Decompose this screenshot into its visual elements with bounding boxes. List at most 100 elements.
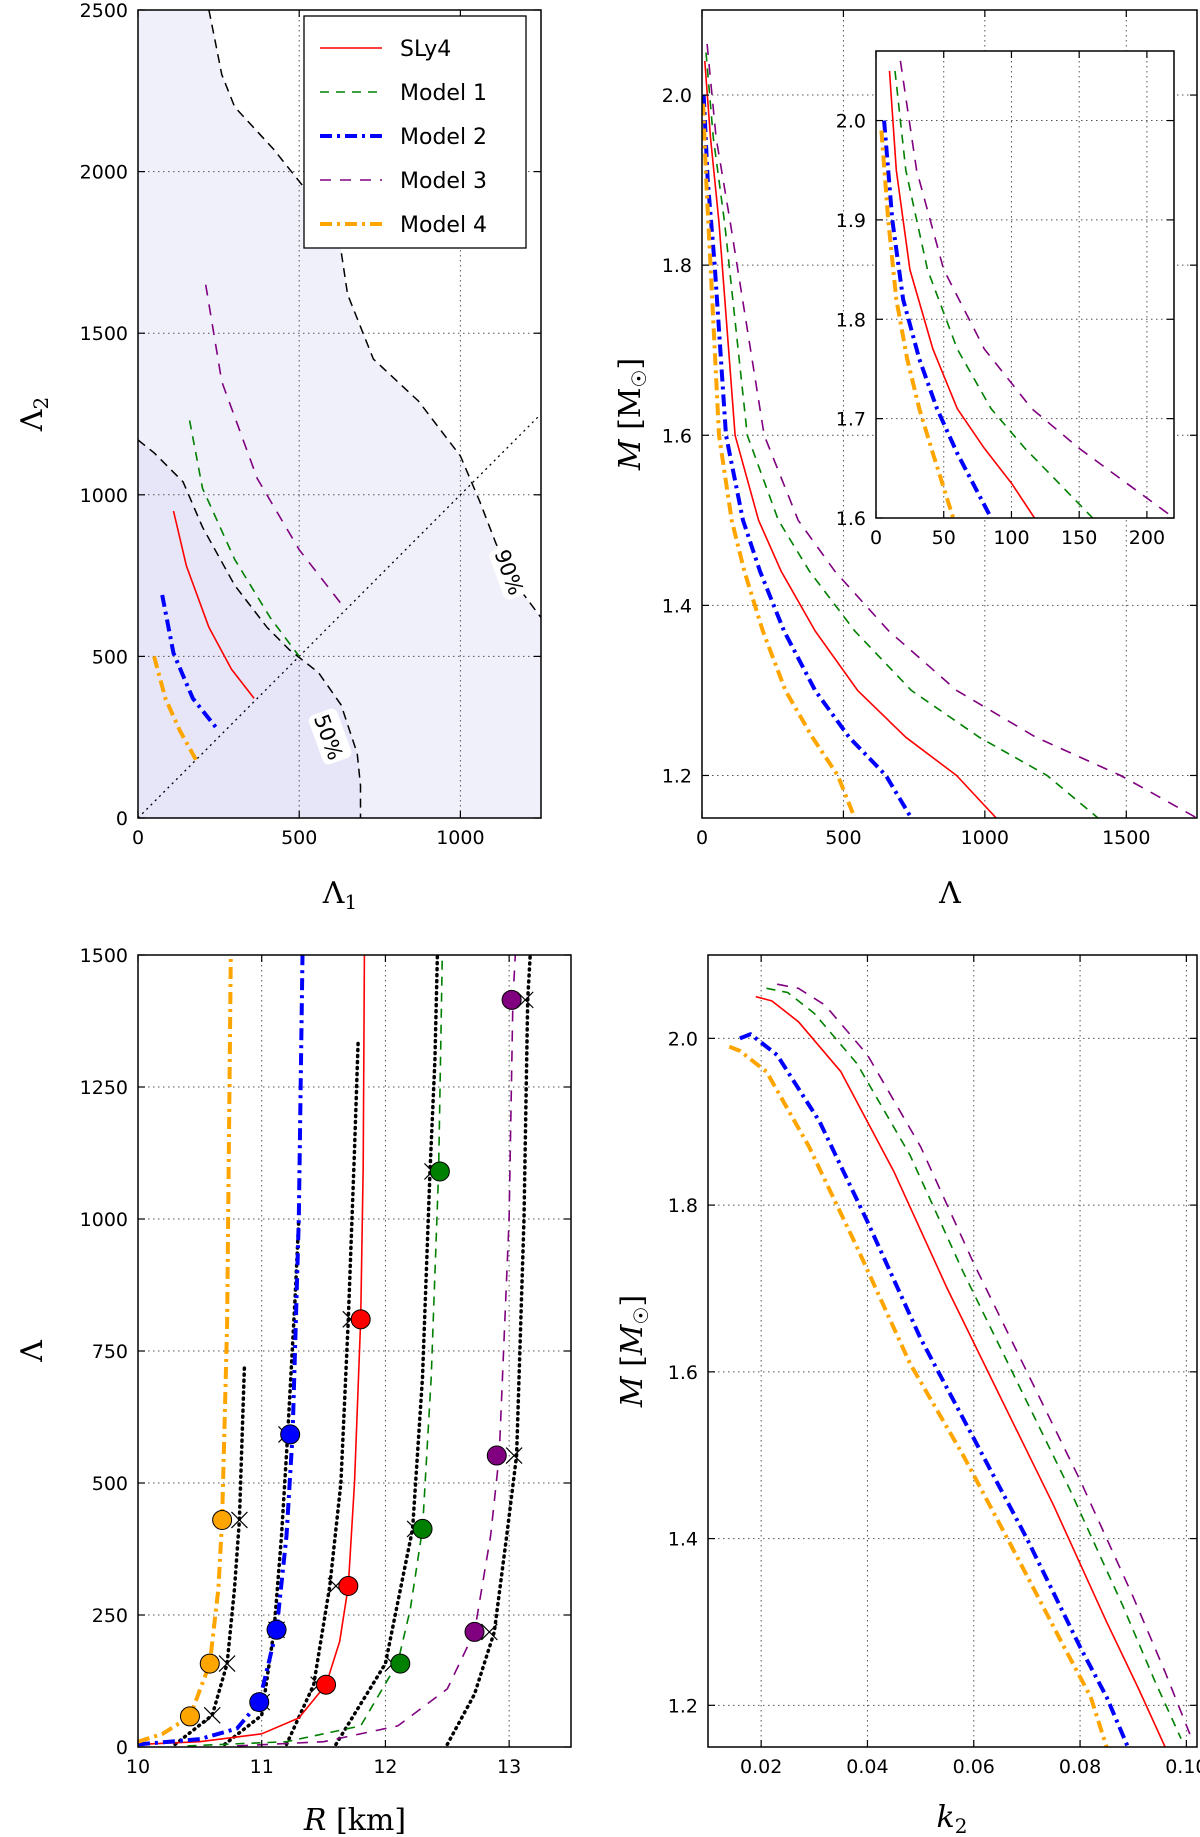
reference-dotted-curve [445, 955, 532, 1747]
y-tick-label: 500 [92, 1473, 128, 1495]
y-tick-label: 1000 [80, 485, 128, 507]
x-axis-label: Λ1 [322, 876, 357, 914]
y-tick-label: 1.9 [836, 210, 866, 232]
y-tick-label: 0 [116, 1737, 128, 1759]
series-line-model-2 [739, 1032, 1130, 1747]
panel-lambda-radius: 10 11 12 13 0 250 500 750 1000 1250 1500 R [km] Λ [15, 945, 572, 1837]
circle-marker-sly4 [316, 1674, 337, 1695]
cross-marker [218, 1655, 236, 1673]
x-tick-label: 500 [825, 827, 861, 849]
circle-marker-model-1 [390, 1653, 411, 1674]
circle-marker-model-1 [429, 1161, 450, 1182]
legend-label-model-4: Model 4 [400, 213, 487, 238]
series-line-model-4 [702, 103, 857, 818]
x-tick-label: 0.04 [846, 1756, 888, 1778]
legend-box [303, 15, 527, 249]
y-tick-label: 250 [92, 1605, 128, 1627]
series-line-sly4 [755, 995, 1166, 1747]
y-tick-label: 1.6 [662, 425, 692, 447]
x-tick-label: 1000 [961, 827, 1009, 849]
series-line-model-3 [776, 983, 1193, 1739]
circle-marker-model-4 [212, 1509, 233, 1530]
y-tick-label: 1500 [80, 945, 128, 967]
contour-label-background [308, 708, 352, 765]
y-tick-label: 2.0 [662, 85, 692, 107]
inset-background [876, 51, 1174, 518]
y-tick-label: 1.4 [668, 1529, 698, 1551]
series-line-model-1 [705, 52, 1099, 818]
series-line-model-2 [160, 594, 221, 732]
y-tick-label: 1.2 [662, 765, 692, 787]
legend-label-sly4: SLy4 [400, 37, 451, 62]
series-line-model-4 [138, 955, 233, 1744]
series-line-model-1 [188, 420, 300, 657]
panel-frame [707, 954, 1198, 1748]
series-line-model-3 [204, 284, 345, 609]
x-tick-label: 100 [993, 527, 1029, 549]
circle-marker-model-3 [464, 1621, 485, 1642]
cross-marker [231, 1511, 248, 1529]
y-tick-label: 1500 [80, 323, 128, 345]
cross-marker [505, 1447, 523, 1464]
y-axis-label: M [M☉] [615, 1295, 653, 1408]
series-line-model-3 [706, 43, 1197, 818]
y-tick-label: 1.8 [836, 309, 866, 331]
x-tick-label: 11 [250, 1756, 274, 1778]
circle-marker-model-4 [179, 1706, 200, 1727]
legend-label-model-3: Model 3 [400, 169, 487, 194]
circle-marker-model-2 [249, 1692, 270, 1713]
y-tick-label: 500 [92, 646, 128, 668]
panel-background [708, 955, 1197, 1747]
circle-marker-sly4 [338, 1575, 359, 1596]
reference-dotted-curve [284, 1037, 360, 1747]
y-tick-label: 1.8 [662, 255, 692, 277]
y-tick-label: 1.6 [836, 508, 866, 530]
x-tick-label: 0.06 [953, 1756, 995, 1778]
x-tick-label: 50 [932, 527, 956, 549]
series-line-model-3 [899, 60, 1174, 518]
series-line-model-1 [894, 70, 1094, 518]
series-line-model-4 [879, 130, 956, 518]
x-tick-label: 200 [1129, 527, 1165, 549]
panel-frame [137, 954, 572, 1748]
series-line-model-4 [728, 1044, 1109, 1747]
inset-plot: 0 50 100 150 200 1.6 1.7 1.8 1.9 2.0 [836, 50, 1175, 549]
y-axis-label: M [M☉] [613, 358, 651, 471]
legend-label-model-1: Model 1 [400, 81, 487, 106]
y-tick-label: 1.6 [668, 1362, 698, 1384]
series-line-sly4 [704, 60, 997, 818]
x-tick-label: 13 [497, 1756, 521, 1778]
series-line-model-4 [152, 655, 198, 761]
series-line-model-2 [882, 120, 993, 518]
y-tick-label: 2500 [80, 0, 128, 22]
series-line-model-1 [187, 955, 444, 1747]
panel-frame [137, 9, 542, 819]
x-tick-label: 0.10 [1165, 1756, 1200, 1778]
x-tick-label: 150 [1061, 527, 1097, 549]
y-tick-label: 1.8 [668, 1195, 698, 1217]
contour-line-50- [138, 439, 362, 818]
y-tick-label: 2000 [80, 162, 128, 184]
reference-dotted-curve [334, 955, 440, 1747]
reference-dotted-curve [173, 1365, 247, 1747]
cross-marker [480, 1623, 498, 1641]
x-tick-label: 12 [373, 1756, 397, 1778]
series-line-sly4 [888, 70, 1036, 518]
x-tick-label: 10 [126, 1756, 150, 1778]
circle-marker-model-3 [486, 1445, 507, 1466]
series-line-model-1 [766, 987, 1182, 1740]
contour-line-90- [208, 10, 541, 619]
circle-marker-model-2 [280, 1424, 301, 1445]
series-line-sly4 [138, 955, 366, 1746]
contour-label-background [489, 543, 532, 600]
reference-dotted-curve [222, 1217, 301, 1747]
circle-marker-sly4 [350, 1309, 371, 1330]
circle-marker-model-1 [412, 1518, 433, 1539]
series-line-sly4 [172, 510, 255, 699]
y-axis-label: Λ [15, 1340, 50, 1363]
y-tick-label: 2.0 [836, 111, 866, 133]
y-tick-label: 1.7 [836, 409, 866, 431]
x-tick-label: 0.02 [740, 1756, 782, 1778]
